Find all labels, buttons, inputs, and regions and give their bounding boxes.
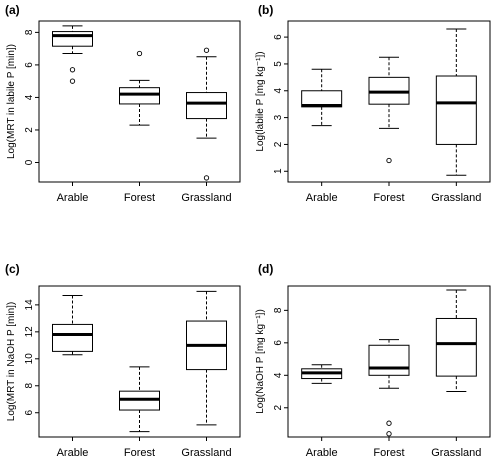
boxplot-arable — [52, 294, 93, 356]
y-axis-label: Log(MRT in labile P [min]) — [6, 44, 17, 159]
y-axis-label: Log(labile P [mg kg⁻¹]) — [255, 51, 266, 151]
outlier-point — [136, 50, 143, 57]
boxplot-forest — [119, 50, 160, 126]
outlier-point — [386, 431, 392, 437]
y-tick-label: 2 — [273, 141, 284, 147]
y-tick-label: 1 — [273, 168, 284, 174]
box-iqr — [52, 323, 93, 352]
boxplot-arable — [52, 25, 93, 84]
category-label: Grassland — [431, 447, 481, 459]
outlier-point — [386, 157, 392, 164]
y-tick-label: 6 — [24, 62, 35, 68]
category-label: Grassland — [181, 192, 231, 204]
box-iqr — [368, 344, 410, 376]
y-tick-label: 4 — [273, 88, 284, 94]
y-tick-label: 8 — [24, 29, 35, 35]
boxplot-grassland — [186, 290, 227, 426]
boxplot-grassland — [435, 289, 477, 393]
outlier-point — [69, 67, 76, 73]
y-axis-label: Log(MRT in NaOH P [min]) — [6, 302, 17, 421]
panel-b: (b) 1 2 3 4 5 6 Log(labile P [mg kg⁻¹]) Arable Fo… — [255, 3, 491, 204]
box-iqr — [435, 317, 477, 377]
panel-label: (c) — [5, 262, 20, 276]
category-label: Grassland — [181, 447, 231, 459]
boxplot-forest — [368, 339, 410, 437]
panel-label: (b) — [258, 3, 273, 17]
box-iqr — [119, 87, 160, 105]
y-tick-label: 6 — [273, 340, 284, 346]
y-tick-label: 14 — [24, 299, 35, 311]
box-iqr — [435, 75, 477, 145]
outlier-point — [203, 47, 210, 53]
y-tick-label: 8 — [24, 383, 35, 389]
y-tick-label: 0 — [24, 159, 35, 165]
category-label: Forest — [373, 192, 404, 204]
y-tick-label: 3 — [273, 114, 284, 120]
panel-label: (a) — [5, 3, 20, 17]
category-label: Forest — [124, 192, 155, 204]
y-tick-label: 2 — [24, 127, 35, 133]
y-tick-label: 4 — [24, 94, 35, 100]
boxplot-grassland — [435, 28, 477, 176]
boxplot-arable — [301, 68, 343, 127]
boxplot-grassland — [186, 47, 227, 181]
y-tick-label: 8 — [273, 307, 284, 313]
y-axis-label: Log(NaOH P [mg kg⁻¹]) — [255, 309, 266, 414]
outlier-point — [386, 420, 392, 426]
panel-d: (d) 2 4 6 8 Log(NaOH P [mg kg⁻¹]) Arable Forest… — [255, 262, 491, 459]
y-tick-label: 4 — [273, 372, 284, 378]
panel-a: (a) 0 2 4 6 8 Log(MRT in labile P [min]) Arable… — [5, 3, 241, 204]
y-tick-label: 12 — [24, 326, 35, 338]
box-iqr — [52, 31, 93, 47]
category-label: Arable — [306, 192, 338, 204]
boxplot-forest — [368, 56, 410, 164]
category-label: Arable — [306, 447, 338, 459]
y-tick-label: 2 — [273, 405, 284, 411]
box-iqr — [186, 92, 227, 120]
panel-c: (c) 6 8 10 12 14 Log(MRT in NaOH P [min]) Arabl… — [5, 262, 241, 459]
category-label: Forest — [373, 447, 404, 459]
boxplot-arable — [301, 364, 343, 384]
y-tick-label: 10 — [24, 353, 35, 365]
category-label: Arable — [57, 192, 89, 204]
boxplot-forest — [119, 366, 160, 433]
outlier-point — [203, 175, 210, 181]
outlier-point — [69, 78, 76, 84]
category-label: Arable — [57, 447, 89, 459]
y-tick-label: 6 — [273, 34, 284, 40]
panel-label: (d) — [258, 262, 273, 276]
y-tick-label: 5 — [273, 61, 284, 67]
y-tick-label: 6 — [24, 410, 35, 416]
category-label: Forest — [124, 447, 155, 459]
category-label: Grassland — [431, 192, 481, 204]
